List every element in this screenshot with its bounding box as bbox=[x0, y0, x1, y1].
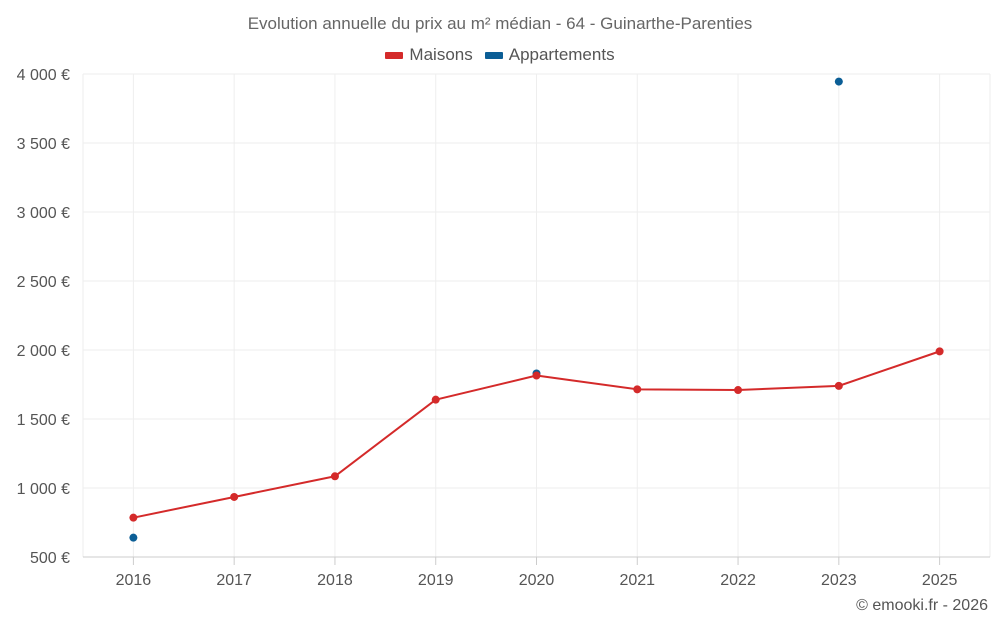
y-tick-label: 500 € bbox=[30, 550, 70, 567]
x-tick-label: 2020 bbox=[519, 572, 555, 589]
legend: Maisons Appartements bbox=[0, 45, 1000, 65]
legend-item-appartements[interactable]: Appartements bbox=[484, 45, 615, 65]
legend-swatch-appartements bbox=[484, 51, 503, 59]
chart-title: Evolution annuelle du prix au m² médian … bbox=[247, 14, 753, 33]
x-tick-label: 2022 bbox=[720, 572, 756, 589]
legend-swatch-maisons bbox=[385, 51, 404, 59]
x-tick-label: 2018 bbox=[317, 572, 353, 589]
credit-text: © emooki.fr - 2026 bbox=[856, 597, 988, 614]
x-tick-label: 2017 bbox=[216, 572, 252, 589]
x-tick-label: 2023 bbox=[821, 572, 857, 589]
maisons-point bbox=[935, 347, 944, 356]
y-tick-label: 3 500 € bbox=[17, 136, 70, 153]
appartements-point bbox=[129, 533, 138, 542]
maisons-point bbox=[230, 492, 239, 501]
x-tick-label: 2016 bbox=[116, 572, 152, 589]
legend-label-maisons: Maisons bbox=[409, 45, 473, 64]
y-tick-label: 2 500 € bbox=[17, 274, 70, 291]
y-tick-label: 4 000 € bbox=[17, 67, 70, 84]
maisons-point bbox=[633, 385, 642, 394]
x-tick-label: 2025 bbox=[922, 572, 958, 589]
x-tick-label: 2019 bbox=[418, 572, 454, 589]
legend-label-appartements: Appartements bbox=[508, 45, 615, 64]
x-tick-label: 2021 bbox=[619, 572, 655, 589]
appartements-point bbox=[834, 77, 843, 86]
y-tick-label: 1 500 € bbox=[17, 412, 70, 429]
legend-item-maisons[interactable]: Maisons bbox=[385, 45, 473, 65]
maisons-point bbox=[734, 386, 743, 395]
maisons-point bbox=[129, 513, 138, 522]
maisons-point bbox=[834, 381, 843, 390]
y-tick-label: 1 000 € bbox=[17, 481, 70, 498]
maisons-point bbox=[532, 371, 541, 380]
maisons-point bbox=[330, 472, 339, 481]
y-tick-label: 3 000 € bbox=[17, 205, 70, 222]
y-tick-label: 2 000 € bbox=[17, 343, 70, 360]
maisons-point bbox=[431, 395, 440, 404]
